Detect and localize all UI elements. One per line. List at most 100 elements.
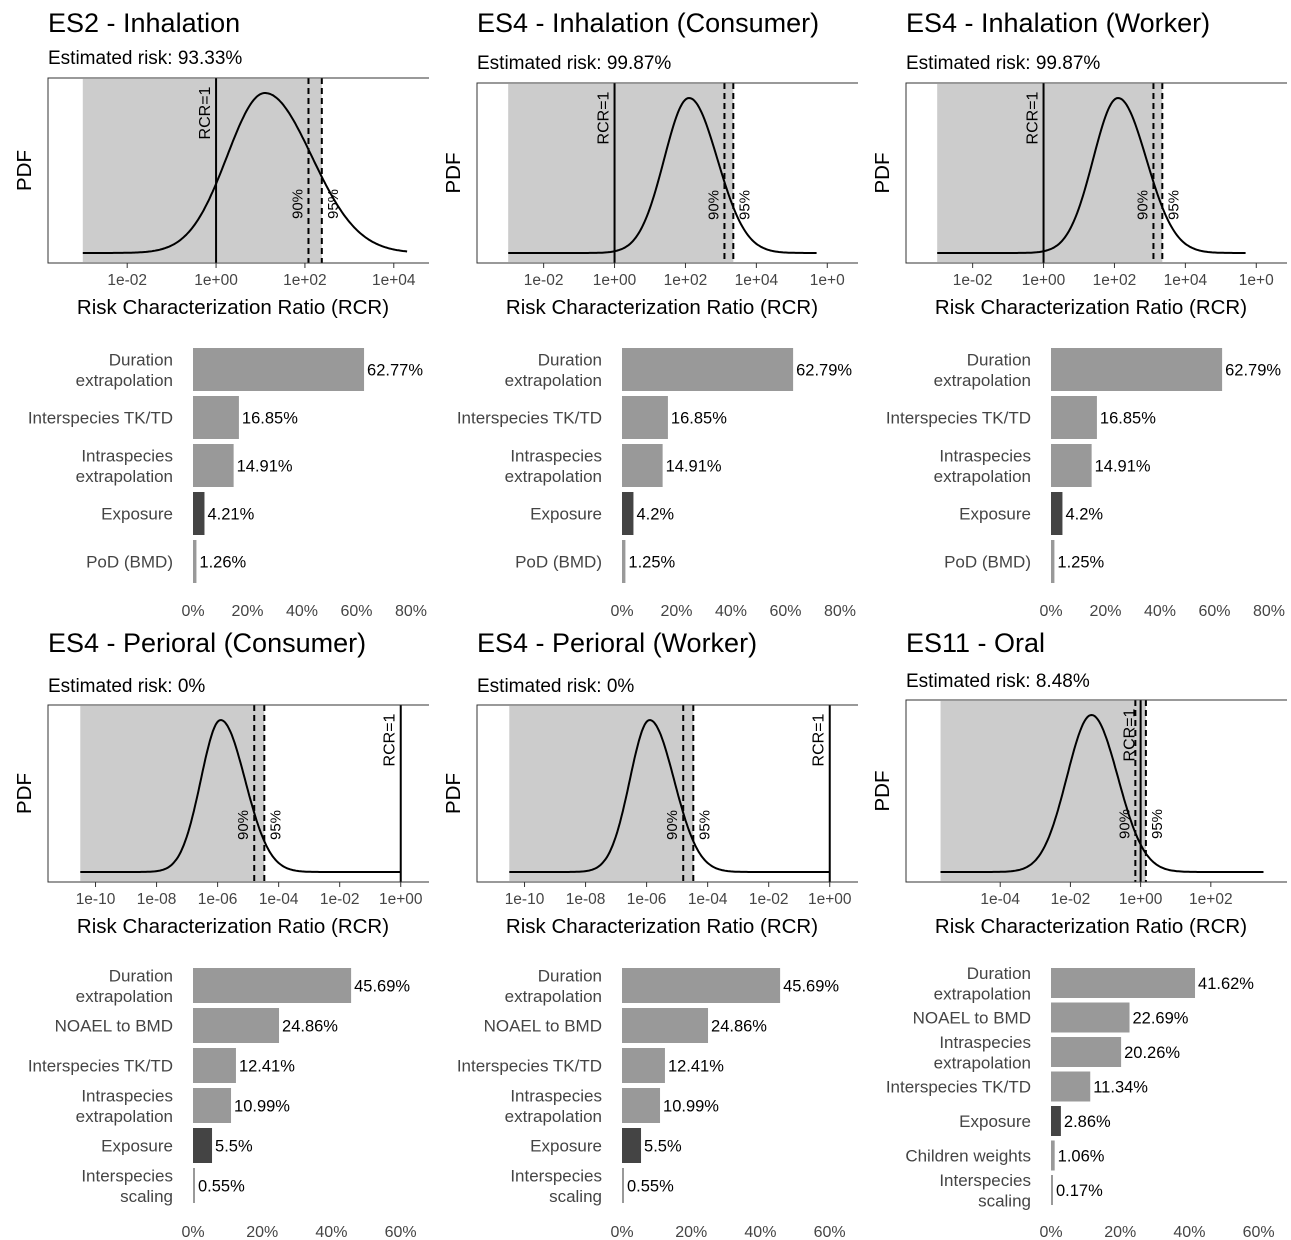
bar-value-label: 62.77%: [367, 362, 423, 380]
chart-panel-es4-perioral-consumer: ES4 - Perioral (Consumer) Estimated risk…: [0, 620, 429, 1240]
x-tick-label: 1e+0: [810, 272, 845, 289]
bar-x-tick-label: 40%: [315, 1224, 347, 1240]
chart-svg: 90% 95% RCR=1 1e-02 1e+00 1e+02 1e+04 1e+0 Risk …: [442, 82, 858, 620]
bar-value-label: 1.25%: [628, 554, 675, 572]
bar-x-tick-label: 80%: [824, 603, 856, 620]
estimated-risk: Estimated risk: 99.87%: [477, 53, 672, 74]
bar-value-label: 12.41%: [239, 1058, 295, 1076]
bar-x-tick-label: 80%: [1253, 603, 1285, 620]
bar: [1051, 968, 1196, 998]
bar-value-label: 1.26%: [199, 554, 246, 572]
bar: [622, 1048, 665, 1083]
bar-value-label: 14.91%: [1095, 458, 1151, 476]
p90-label: 90%: [1116, 809, 1133, 839]
bar: [1051, 396, 1097, 439]
y-axis-title: PDF: [442, 773, 465, 814]
chart-title: ES4 - Perioral (Worker): [477, 628, 758, 658]
bar-value-label: 16.85%: [1100, 410, 1156, 428]
bar-category-label: Exposure: [530, 1137, 602, 1156]
bar-category-label: Duration extrapolation: [934, 964, 1031, 1004]
x-tick-label: 1e+00: [808, 891, 852, 908]
bar-value-label: 0.55%: [198, 1178, 245, 1196]
p95-label: 95%: [325, 189, 342, 219]
rcr1-label: RCR=1: [596, 91, 613, 144]
plot-border: [47, 704, 429, 883]
rcr1-label: RCR=1: [1025, 91, 1042, 144]
bar-x-tick-label: 0%: [181, 603, 204, 620]
plot-border: [905, 82, 1287, 264]
bar-x-tick-label: 40%: [1144, 603, 1176, 620]
bar-value-label: 62.79%: [796, 362, 852, 380]
x-tick-label: 1e-04: [688, 891, 728, 908]
bar-x-tick-label: 20%: [675, 1224, 707, 1240]
chart-svg: 90% 95% RCR=1 1e-10 1e-08 1e-06 1e-04 1e-02 1e+0…: [442, 704, 858, 1240]
bar-category-label: Exposure: [959, 505, 1031, 524]
y-axis-title: PDF: [13, 773, 36, 814]
bar: [1051, 1037, 1122, 1067]
x-tick-label: 1e+00: [379, 891, 423, 908]
x-tick-label: 1e-06: [198, 891, 238, 908]
bar-value-label: 1.06%: [1058, 1148, 1105, 1166]
bar-category-label: Duration extrapolation: [76, 350, 173, 390]
bar: [622, 348, 794, 391]
density-curve: [80, 719, 401, 873]
bar-value-label: 4.2%: [1065, 506, 1103, 524]
estimated-risk: Estimated risk: 0%: [48, 676, 206, 697]
bar-x-tick-label: 60%: [814, 1224, 846, 1240]
bar-category-label: Duration extrapolation: [505, 966, 602, 1006]
bar: [1051, 1140, 1055, 1171]
bar-category-label: PoD (BMD): [944, 553, 1031, 572]
plot-border: [905, 699, 1287, 883]
chart-panel-es4-inhalation-worker: ES4 - Inhalation (Worker) Estimated risk…: [858, 0, 1287, 620]
bar-value-label: 4.2%: [636, 506, 674, 524]
bar: [1051, 1175, 1053, 1205]
bar-category-label: Interspecies TK/TD: [457, 1057, 602, 1076]
p95-label: 95%: [736, 190, 753, 220]
p90-label: 90%: [235, 810, 252, 840]
bar: [622, 444, 663, 487]
x-tick-label: 1e+00: [194, 272, 238, 289]
bar-value-label: 22.69%: [1133, 1010, 1189, 1028]
bar-category-label: Exposure: [101, 1137, 173, 1156]
bar-category-label: Intraspecies extrapolation: [505, 1086, 602, 1126]
x-tick-label: 1e+04: [735, 272, 779, 289]
bar-x-tick-label: 0%: [610, 603, 633, 620]
bar-x-tick-label: 60%: [385, 1224, 417, 1240]
shaded-region: [509, 706, 694, 881]
bar: [193, 348, 365, 391]
bar: [193, 396, 239, 439]
y-axis-title: PDF: [442, 153, 465, 194]
estimated-risk: Estimated risk: 93.33%: [48, 48, 243, 69]
bar-x-tick-label: 0%: [1039, 1224, 1062, 1240]
chart-title: ES2 - Inhalation: [48, 8, 241, 38]
density-curve: [82, 92, 408, 254]
bar-value-label: 14.91%: [666, 458, 722, 476]
bar-category-label: Interspecies scaling: [510, 1166, 602, 1206]
bar: [193, 1048, 236, 1083]
chart-svg: 90% 95% RCR=1 1e-10 1e-08 1e-06 1e-04 1e-02 1e+0…: [13, 704, 429, 1240]
bar-category-label: Interspecies TK/TD: [28, 409, 173, 428]
bar: [622, 1168, 624, 1203]
bar-value-label: 0.55%: [627, 1178, 674, 1196]
x-tick-label: 1e+00: [1022, 272, 1066, 289]
bar-value-label: 24.86%: [711, 1018, 767, 1036]
bar: [1051, 1106, 1061, 1136]
bar-x-tick-label: 80%: [395, 603, 427, 620]
bar: [193, 540, 197, 583]
density-curve: [940, 713, 1264, 873]
plot-border: [476, 704, 858, 883]
x-tick-label: 1e+0: [1239, 272, 1274, 289]
chart-title: ES11 - Oral: [906, 628, 1046, 658]
bar-category-label: Interspecies TK/TD: [886, 409, 1031, 428]
bar-value-label: 62.79%: [1225, 362, 1281, 380]
density-curve: [509, 719, 830, 873]
x-axis-title: Risk Characterization Ratio (RCR): [77, 915, 389, 938]
bar-x-tick-label: 0%: [610, 1224, 633, 1240]
bar-category-label: Intraspecies extrapolation: [76, 1086, 173, 1126]
bar: [622, 492, 634, 535]
bar-category-label: NOAEL to BMD: [55, 1017, 173, 1036]
bar: [193, 1088, 232, 1123]
plot-border: [476, 82, 858, 264]
bar: [1051, 1002, 1130, 1033]
bar-category-label: Exposure: [530, 505, 602, 524]
